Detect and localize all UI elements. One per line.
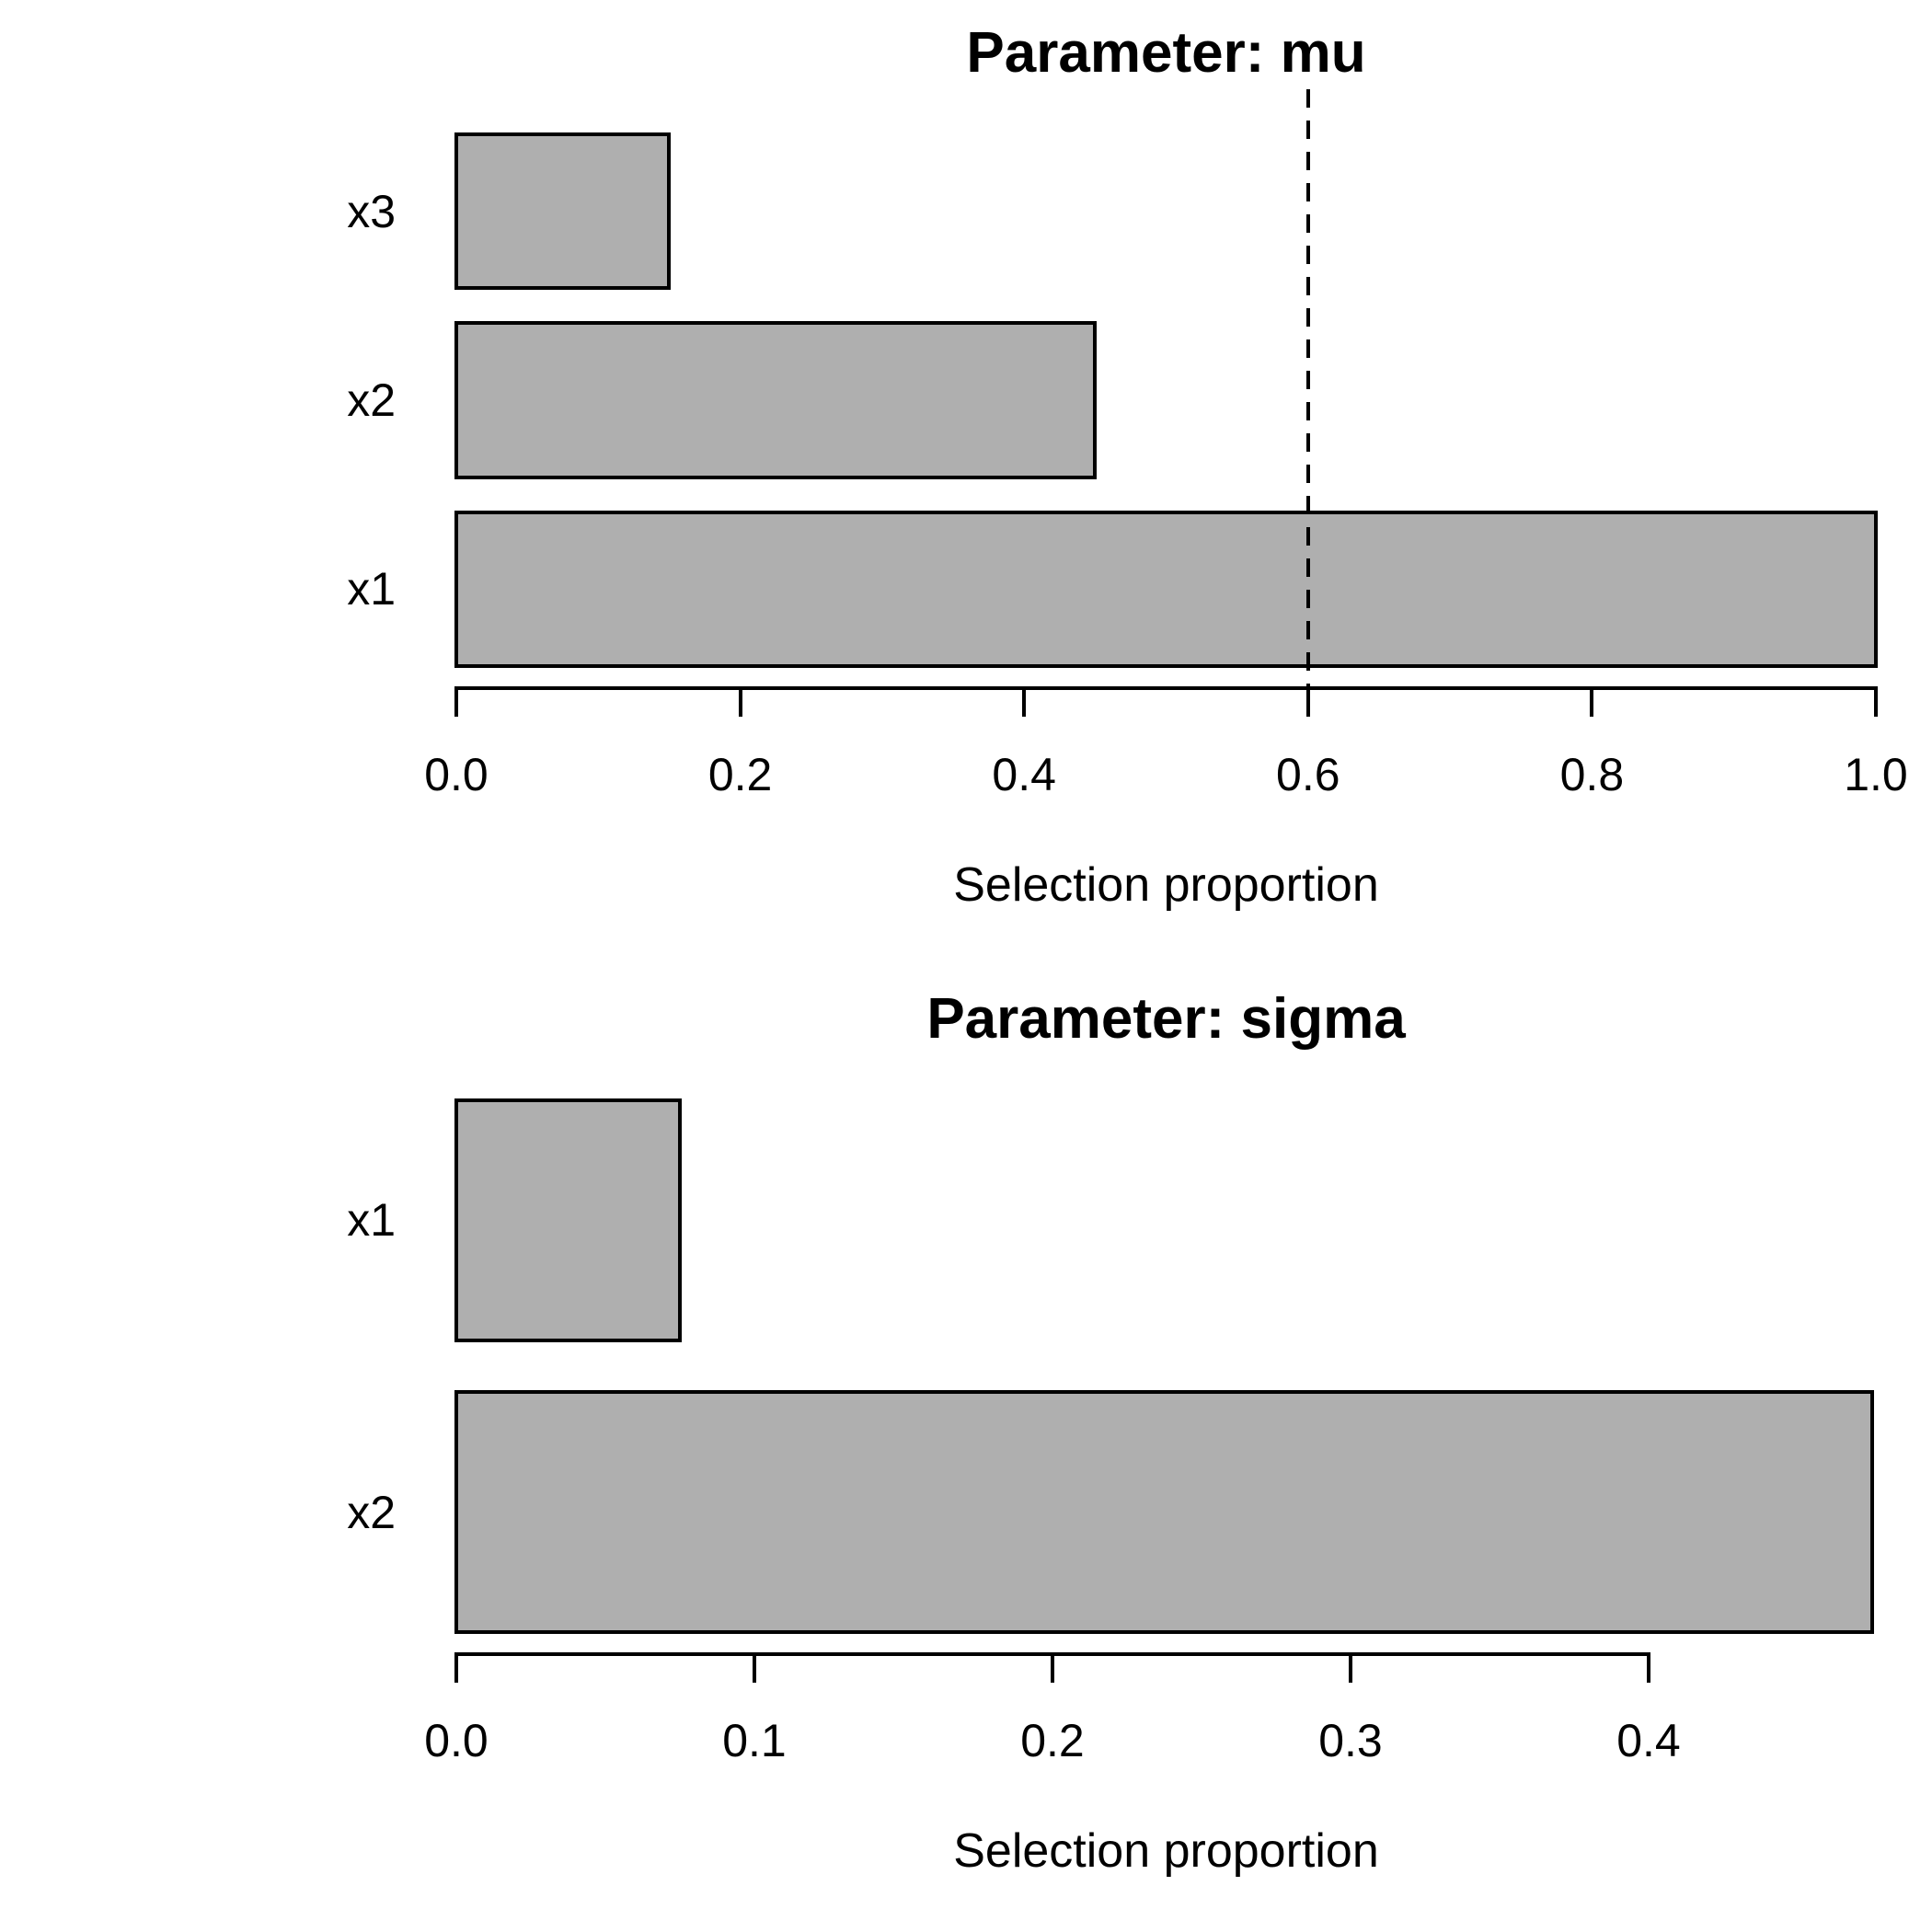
- x-axis-tick-label: 0.2: [1020, 1715, 1085, 1766]
- chart-panel-sigma: Parameter: sigma Selection proportion x1…: [0, 966, 1932, 1932]
- bar-x1: [454, 510, 1878, 668]
- x-axis-tick-label: 0.0: [424, 1715, 489, 1766]
- x-axis-tick: [454, 1654, 458, 1683]
- x-axis-tick-label: 0.0: [424, 749, 489, 800]
- category-label-x3: x3: [347, 185, 396, 237]
- x-axis-tick-label: 0.1: [722, 1715, 787, 1766]
- bar-x2: [454, 321, 1098, 479]
- threshold-dashed-line: [1305, 89, 1310, 692]
- x-axis-tick: [1647, 1654, 1650, 1683]
- x-axis-tick: [1051, 1654, 1054, 1683]
- x-axis-tick-label: 0.4: [1616, 1715, 1681, 1766]
- x-axis-tick-label: 0.2: [707, 749, 773, 800]
- category-label-x2: x2: [347, 374, 396, 426]
- x-axis-tick: [753, 1654, 756, 1683]
- x-axis-tick-label: 0.3: [1318, 1715, 1383, 1766]
- x-axis-tick: [1305, 688, 1310, 717]
- x-axis-label-mu: Selection proportion: [953, 858, 1379, 912]
- bar-x3: [454, 132, 672, 291]
- x-axis-tick: [738, 688, 742, 717]
- category-label-x1: x1: [347, 1194, 396, 1247]
- x-axis-tick: [1349, 1654, 1352, 1683]
- x-axis-tick-label: 0.6: [1276, 749, 1340, 800]
- chart-title-sigma: Parameter: sigma: [926, 987, 1406, 1051]
- chart-panel-mu: Parameter: mu Selection proportion x3 x2 x…: [347, 21, 1908, 912]
- x-axis-tick-label: 0.4: [992, 749, 1056, 800]
- category-label-x2: x2: [347, 1486, 396, 1538]
- x-axis-tick: [454, 688, 458, 717]
- x-axis-tick-label: 0.8: [1559, 749, 1625, 800]
- x-axis-line: [454, 686, 1878, 690]
- bar-x1: [454, 1098, 682, 1342]
- x-axis-label-sigma: Selection proportion: [953, 1824, 1379, 1878]
- category-label-x1: x1: [347, 563, 396, 615]
- x-axis-tick: [1022, 688, 1027, 717]
- x-axis-tick: [1590, 688, 1594, 717]
- chart-title-mu: Parameter: mu: [966, 21, 1366, 85]
- x-axis-tick: [1874, 688, 1878, 717]
- x-axis-tick-label: 1.0: [1844, 749, 1908, 800]
- bar-x2: [454, 1390, 1874, 1634]
